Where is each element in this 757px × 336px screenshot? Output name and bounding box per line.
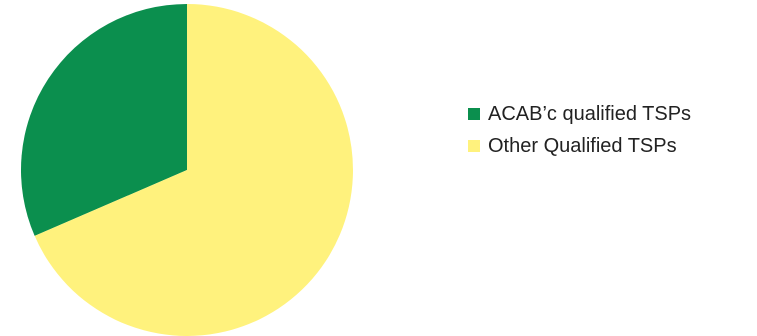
pie-slice-acab-qualified-tsps (20, 4, 188, 236)
legend-label-other-qualified-tsps: Other Qualified TSPs (488, 134, 677, 157)
legend-label-acab-qualified-tsps: ACAB’c qualified TSPs (488, 102, 692, 125)
pie-slice-other-qualified-tsps (34, 4, 353, 336)
legend-item-other-qualified-tsps: Other Qualified TSPs (468, 130, 691, 162)
legend-item-acab-qualified-tsps: ACAB’c qualified TSPs (468, 98, 691, 130)
legend-swatch-other-qualified-tsps (468, 140, 480, 152)
chart-legend: ACAB’c qualified TSPs Other Qualified TS… (468, 98, 691, 162)
legend-swatch-acab-qualified-tsps (468, 108, 480, 120)
